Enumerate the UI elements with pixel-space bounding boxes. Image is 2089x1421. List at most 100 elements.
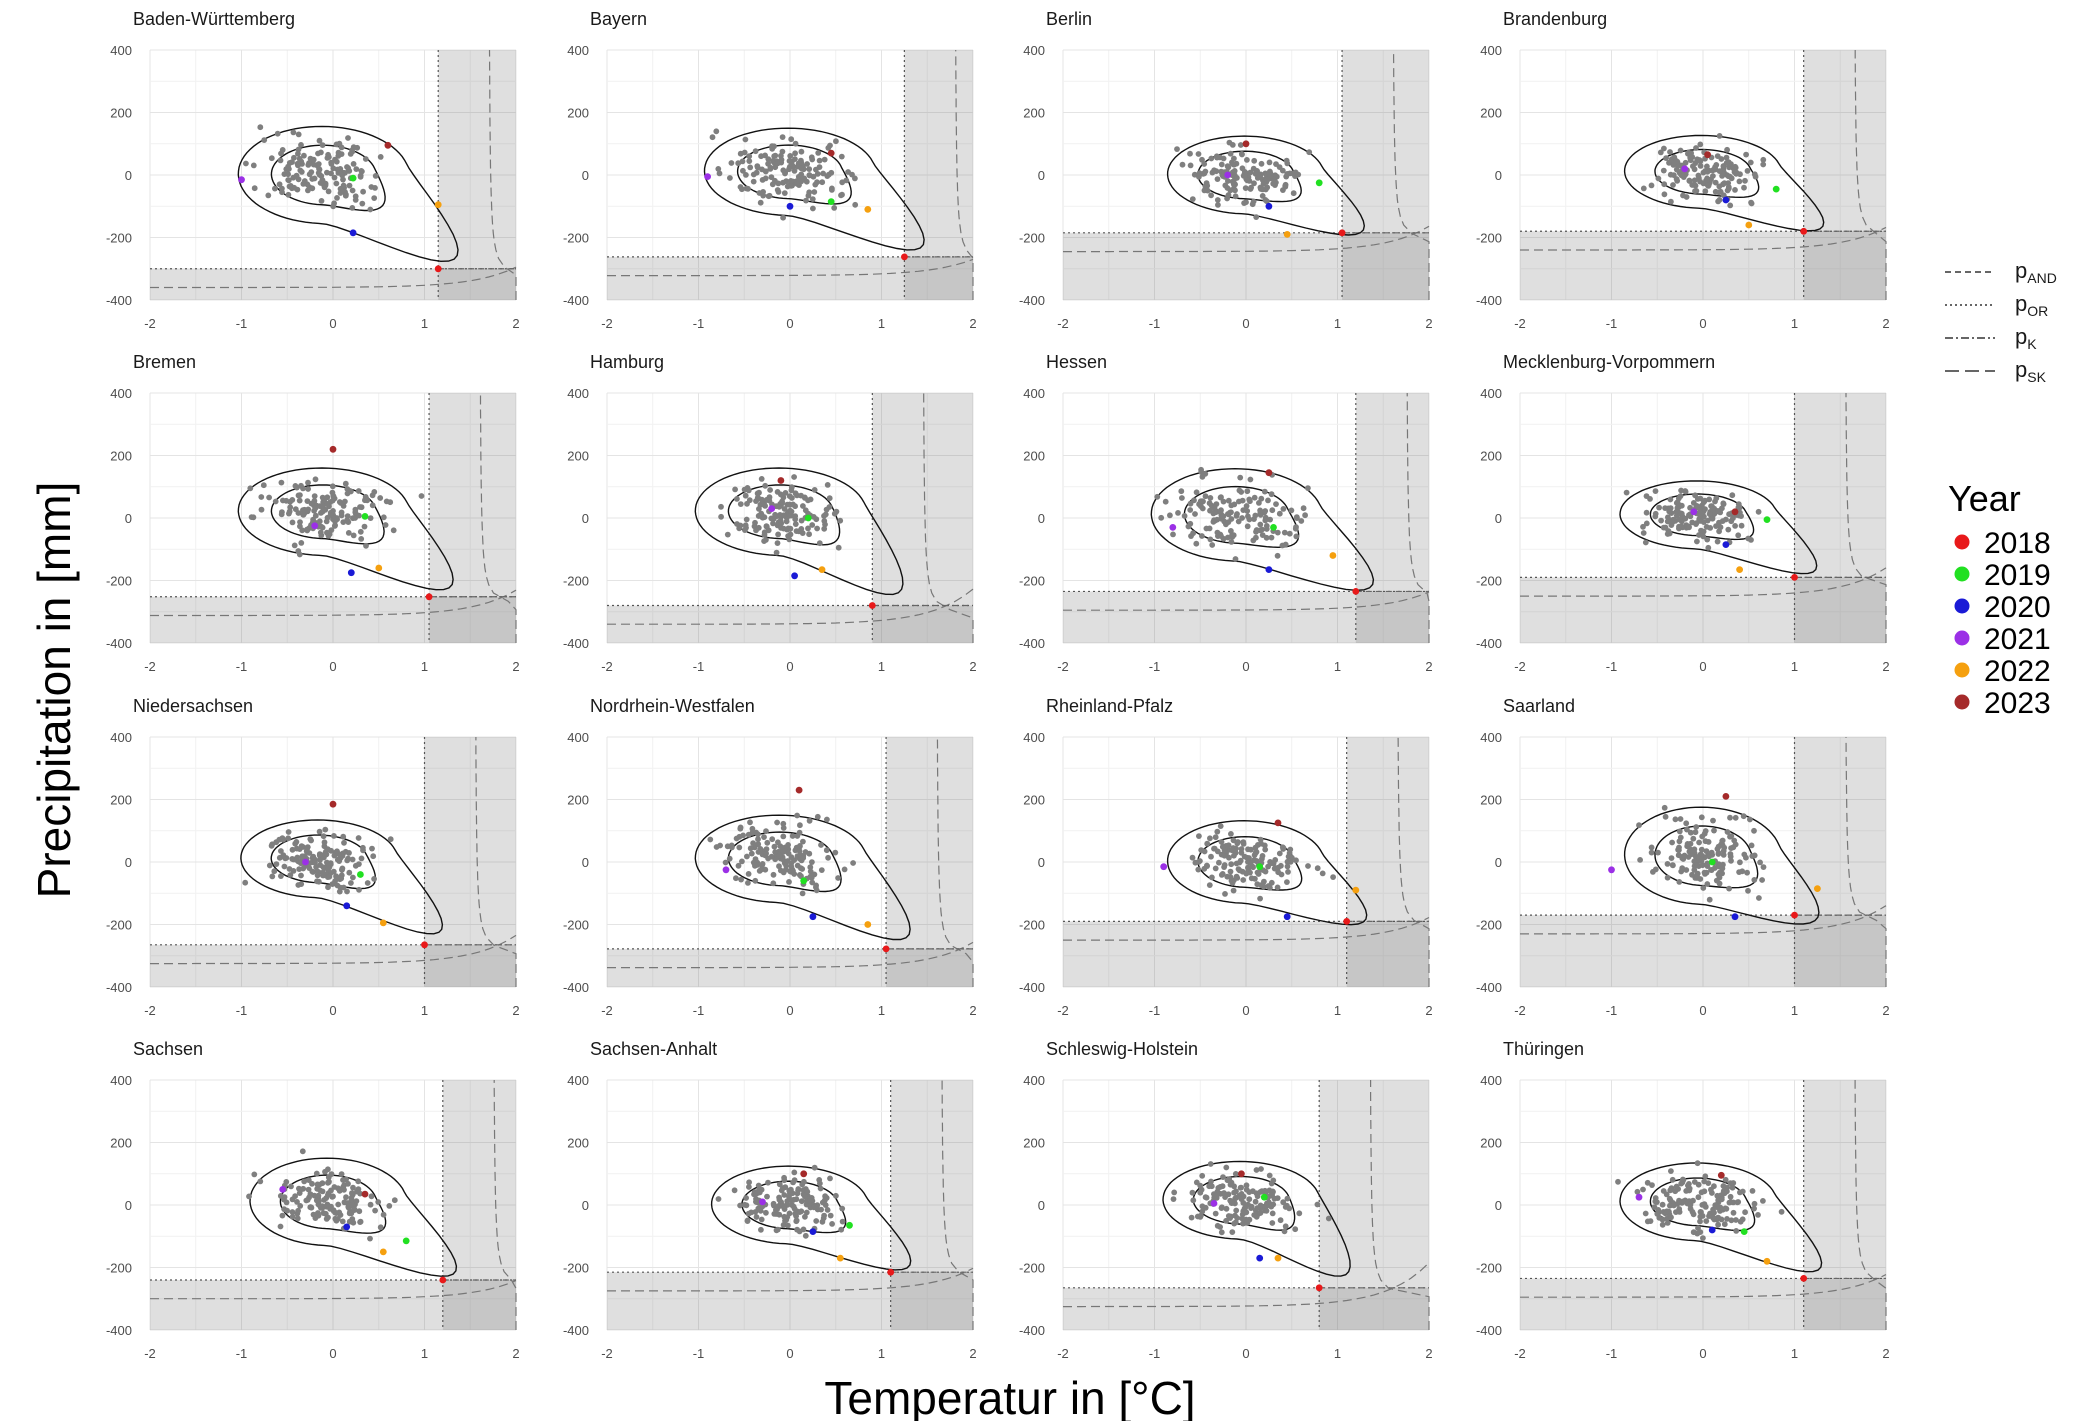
- x-tick-label: -1: [236, 316, 248, 331]
- data-point: [788, 178, 794, 184]
- data-point: [1225, 192, 1232, 198]
- data-point: [709, 134, 716, 141]
- data-point: [1673, 1183, 1680, 1190]
- data-point: [363, 542, 369, 549]
- data-point: [1305, 863, 1311, 869]
- data-point: [333, 873, 339, 880]
- data-point: [1252, 512, 1259, 519]
- x-tick-label: -2: [1057, 659, 1069, 674]
- data-point: [1293, 514, 1300, 520]
- data-point: [1219, 843, 1226, 850]
- data-point: [292, 506, 299, 513]
- data-point: [838, 1226, 845, 1233]
- data-point: [349, 187, 356, 194]
- data-point: [350, 532, 357, 539]
- data-point: [1234, 875, 1241, 881]
- x-tick-label: -1: [1606, 316, 1618, 331]
- panel: Mecklenburg-Vorpommern4002000-200-400-2-…: [1476, 352, 1890, 674]
- data-point: [1189, 854, 1196, 861]
- data-point: [1661, 804, 1668, 811]
- data-point: [1704, 176, 1710, 183]
- data-point: [1678, 1180, 1685, 1187]
- data-point: [318, 198, 325, 204]
- data-point: [758, 866, 764, 873]
- data-point: [835, 875, 841, 881]
- data-point: [322, 826, 329, 833]
- data-point: [348, 1210, 355, 1217]
- data-point: [1692, 182, 1699, 189]
- y-tick-label: -400: [1476, 980, 1502, 995]
- data-point: [1214, 197, 1221, 203]
- data-point: [1248, 875, 1255, 882]
- data-point: [823, 506, 830, 513]
- data-point: [370, 853, 377, 860]
- data-point: [781, 506, 788, 512]
- data-point: [1716, 880, 1723, 887]
- data-point: [793, 1196, 800, 1203]
- p-sk-curve: [1520, 1274, 1887, 1298]
- p-sk-curve-upper: [493, 1080, 517, 1330]
- data-point: [1224, 185, 1231, 191]
- data-point: [1257, 174, 1264, 181]
- p-sk-curve: [150, 589, 517, 617]
- data-point: [798, 165, 805, 172]
- data-point: [1670, 1202, 1677, 1209]
- data-point: [753, 1198, 759, 1205]
- data-point: [297, 1203, 304, 1209]
- data-point: [734, 496, 740, 502]
- observation-points: [1154, 466, 1311, 562]
- data-point: [343, 191, 349, 198]
- data-point: [806, 817, 813, 824]
- data-point: [1692, 492, 1698, 499]
- data-point: [1228, 502, 1235, 509]
- data-point: [1253, 1213, 1260, 1220]
- panel-title: Niedersachsen: [133, 696, 253, 716]
- data-point: [1721, 180, 1728, 187]
- year-legend-swatch: [1954, 566, 1970, 582]
- x-tick-label: -2: [1514, 1003, 1526, 1018]
- data-point: [1167, 512, 1173, 519]
- y-tick-label: 400: [110, 386, 132, 401]
- data-point: [788, 854, 795, 861]
- x-tick-label: 1: [421, 316, 428, 331]
- data-point: [1642, 1210, 1649, 1217]
- data-point: [798, 1208, 805, 1215]
- data-point: [1266, 159, 1273, 166]
- data-point: [251, 1171, 258, 1178]
- data-point: [1671, 154, 1678, 161]
- data-point: [277, 1193, 284, 1199]
- data-point: [292, 1193, 298, 1200]
- data-point: [1276, 850, 1283, 857]
- data-point: [372, 173, 379, 179]
- data-point: [1250, 864, 1256, 871]
- data-point: [1262, 868, 1269, 875]
- data-point: [1220, 498, 1227, 505]
- observation-points: [1170, 1161, 1332, 1236]
- data-point: [1692, 829, 1699, 836]
- data-point: [313, 1197, 320, 1204]
- data-point: [1720, 500, 1727, 507]
- year-point-2018: [1791, 574, 1798, 581]
- data-point: [294, 1199, 300, 1205]
- y-tick-label: 0: [582, 855, 589, 870]
- data-point: [796, 872, 803, 878]
- year-legend-label: 2022: [1984, 655, 2051, 688]
- data-point: [1666, 159, 1672, 166]
- data-point: [281, 1206, 287, 1212]
- data-point: [1283, 157, 1290, 164]
- data-point: [1223, 1205, 1230, 1212]
- x-tick-label: -1: [1149, 316, 1161, 331]
- data-point: [1187, 507, 1194, 513]
- year-legend-label: 2023: [1984, 687, 2051, 720]
- p-sk-curve: [607, 1267, 974, 1292]
- x-tick-label: -1: [693, 659, 705, 674]
- data-point: [1668, 1168, 1674, 1174]
- data-point: [1236, 498, 1242, 505]
- data-point: [715, 1196, 722, 1202]
- data-point: [1665, 514, 1671, 521]
- data-point: [1680, 192, 1686, 199]
- observation-points: [707, 812, 856, 897]
- data-point: [1178, 488, 1185, 495]
